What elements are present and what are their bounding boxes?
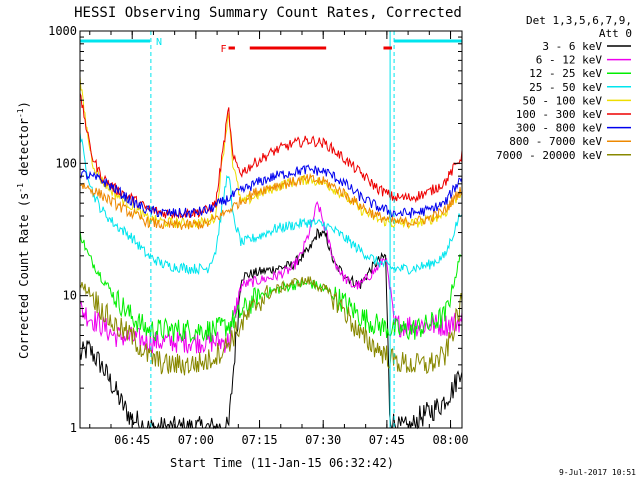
legend-entry-5: 50 - 100 keV [523,94,603,107]
series-line-6 [79,93,463,220]
y-tick-label: 1000 [48,24,77,38]
axes-layer: 06:45 07:00 07:15 07:30 07:45 08:00 1 10 100 1000 [48,24,469,447]
legend-header: Att 0 [599,27,632,40]
x-tick-label: 07:00 [178,433,214,447]
flags-layer: NF [80,31,462,428]
legend-entry-3: 12 - 25 keV [529,67,602,80]
y-tick-label: 10 [63,289,77,303]
series-line-7 [79,164,463,219]
series-line-9 [79,276,463,376]
y-tick-label: 1 [70,421,77,435]
x-tick-label: 07:30 [305,433,341,447]
series-layer [79,76,463,430]
series-line-8 [79,172,463,230]
x-tick-label: 07:15 [241,433,277,447]
legend-entry-7: 300 - 800 keV [516,122,602,135]
chart-title: HESSI Observing Summary Count Rates, Cor… [74,5,462,21]
y-axis-label: Corrected Count Rate (s-1 detector-1) [16,101,31,359]
legend-entry-8: 800 - 7000 keV [509,135,602,148]
y-tick-label: 100 [55,156,77,170]
x-tick-label: 06:45 [114,433,150,447]
legend-entry-9: 7000 - 20000 keV [496,149,602,162]
flag-label-N: N [156,37,162,48]
legend-entry-1: 3 - 6 keV [542,40,602,53]
legend-entry-6: 100 - 300 keV [516,108,602,121]
plot-frame [79,30,463,429]
legend-entry-2: 6 - 12 keV [536,54,603,67]
series-line-2 [79,201,463,354]
series-line-4 [79,132,463,276]
flag-label-F: F [221,44,227,55]
x-tick-label: 08:00 [432,433,468,447]
legend-entry-4: 25 - 50 keV [529,81,602,94]
timestamp: 9-Jul-2017 10:51 [559,468,636,477]
x-tick-label: 07:45 [369,433,405,447]
x-axis-label: Start Time (11-Jan-15 06:32:42) [170,456,394,470]
legend-header: Det 1,3,5,6,7,9, [526,14,632,27]
